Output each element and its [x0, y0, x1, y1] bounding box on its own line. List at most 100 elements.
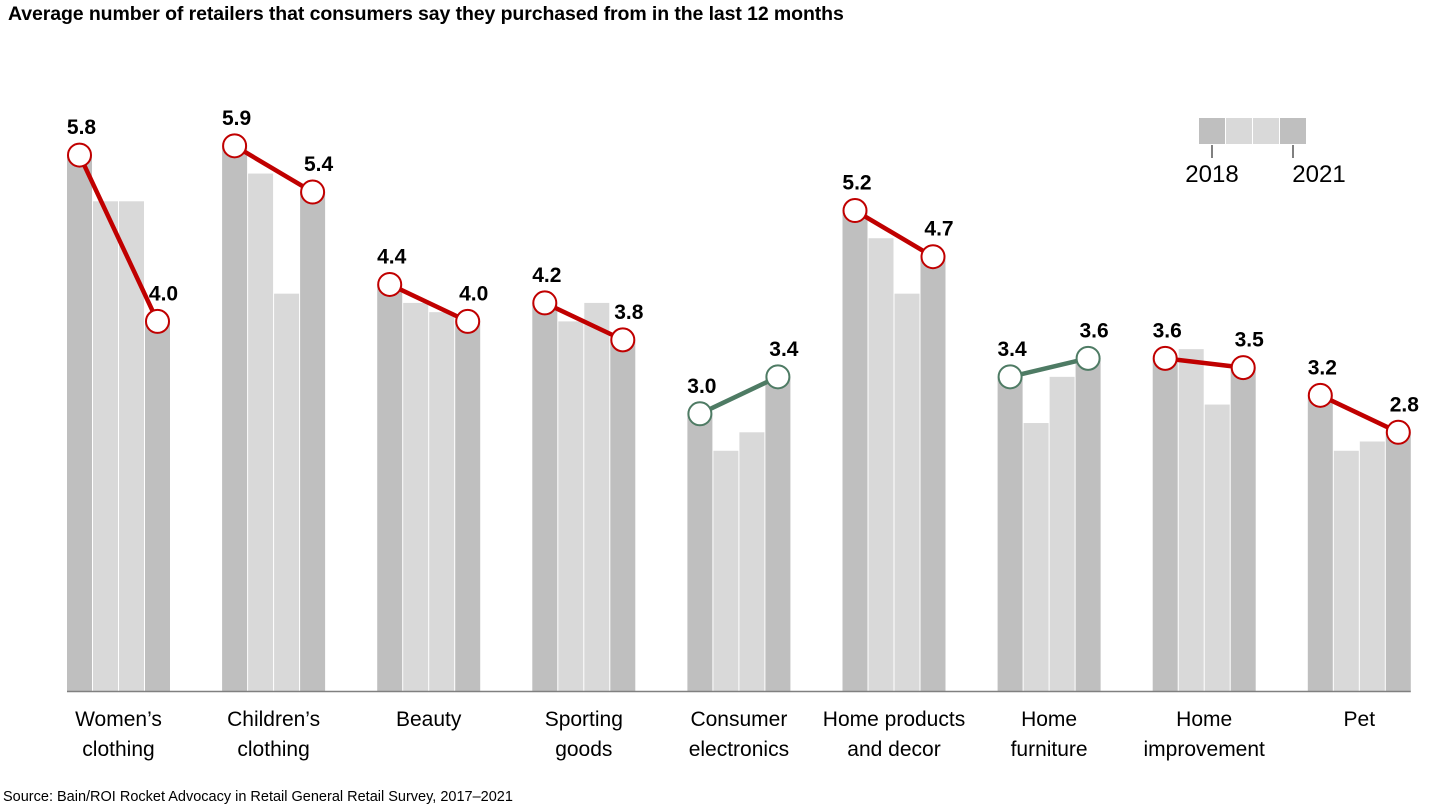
bar-2021 [920, 256, 946, 691]
data-label-end: 3.5 [1235, 329, 1265, 352]
marker-start [1152, 345, 1178, 371]
bar-2021 [1230, 367, 1256, 691]
legend-swatch [1199, 118, 1225, 144]
marker-start [687, 401, 713, 427]
marker-end [920, 244, 946, 270]
bar-2021 [1385, 432, 1411, 691]
trend-lines-layer [67, 133, 1411, 445]
bar-2018 [1152, 358, 1178, 691]
trend-line [853, 208, 935, 259]
trend-line [543, 300, 624, 342]
trend-line [233, 143, 314, 194]
data-label-end: 4.0 [459, 282, 488, 305]
x-tick-label: Consumer [690, 708, 787, 731]
data-label-start: 3.0 [687, 375, 716, 398]
x-tick-label: Children’s [227, 708, 320, 731]
bar-2020 [1204, 404, 1230, 691]
trend-line [1319, 393, 1400, 435]
data-label-start: 4.2 [532, 264, 561, 287]
marker-start [222, 133, 248, 159]
bar-2021 [455, 321, 481, 691]
data-label-end: 4.7 [924, 218, 953, 241]
trend-line [388, 282, 469, 324]
marker-end [765, 364, 791, 390]
bar-2021 [145, 321, 170, 691]
legend-label-start: 2018 [1185, 161, 1238, 188]
bar-2020 [1049, 376, 1075, 691]
bar-2020 [274, 293, 300, 691]
bar-2018 [842, 210, 868, 691]
legend-swatch [1226, 118, 1252, 144]
legend-swatch [1253, 118, 1279, 144]
trend-line [1009, 356, 1089, 380]
bar-2018 [687, 413, 713, 691]
bar-2019 [1333, 450, 1359, 691]
trend-line [698, 374, 779, 416]
x-tick-label: Home [1176, 708, 1232, 731]
x-tick-label: clothing [237, 738, 309, 761]
bar-2021 [1075, 358, 1101, 691]
x-tick-label: Beauty [396, 708, 462, 731]
data-label-start: 5.9 [222, 107, 251, 130]
labels-layer: 5.8 4.0 Women’s clothing 5.9 5.4 Children’s clo… [67, 107, 1419, 761]
x-tick-label: Home [1021, 708, 1077, 731]
source-note: Source: Bain/ROI Rocket Advocacy in Reta… [3, 789, 513, 805]
bar-2019 [1178, 349, 1204, 691]
bar-2020 [1359, 441, 1385, 691]
marker-start [842, 198, 868, 224]
marker-start [1307, 382, 1333, 408]
x-tick-label: electronics [689, 738, 789, 761]
bar-2019 [558, 321, 584, 691]
data-label-end: 5.4 [304, 153, 334, 176]
data-label-start: 4.4 [377, 245, 407, 268]
marker-start [997, 364, 1023, 390]
data-label-start: 3.6 [1153, 319, 1182, 342]
data-label-end: 3.8 [614, 301, 644, 324]
bar-2021 [610, 339, 636, 691]
x-tick-label: goods [555, 738, 612, 761]
marker-end [1385, 419, 1411, 445]
marker-end [1075, 345, 1101, 371]
data-label-start: 5.8 [67, 116, 97, 139]
bar-2018 [67, 155, 92, 691]
bar-2019 [248, 173, 274, 691]
bar-2020 [739, 432, 765, 691]
data-label-start: 5.2 [842, 172, 871, 195]
marker-end [1230, 355, 1256, 381]
x-tick-label: furniture [1011, 738, 1088, 761]
marker-end [300, 179, 326, 205]
data-label-end: 3.6 [1079, 319, 1108, 342]
data-label-end: 3.4 [769, 338, 799, 361]
bars-layer [67, 145, 1411, 692]
x-tick-label: Pet [1344, 708, 1376, 731]
marker-end [455, 308, 481, 334]
bar-2019 [868, 238, 894, 692]
trend-line [77, 154, 160, 323]
bar-2021 [300, 192, 326, 692]
chart-title: Average number of retailers that consume… [8, 3, 844, 25]
bar-2020 [119, 201, 144, 691]
bar-2019 [403, 302, 429, 691]
bar-2018 [532, 302, 558, 691]
bar-2019 [1023, 423, 1049, 691]
legend: 2018 2021 [1185, 118, 1346, 188]
data-label-end: 4.0 [149, 282, 178, 305]
x-tick-label: improvement [1144, 738, 1266, 761]
bar-2018 [1307, 395, 1333, 691]
x-tick-label: Home products [823, 708, 965, 731]
bar-2018 [222, 145, 248, 692]
x-tick-label: clothing [82, 738, 154, 761]
data-label-end: 2.8 [1390, 393, 1420, 416]
data-label-start: 3.2 [1308, 356, 1337, 379]
x-tick-label: Women’s [75, 708, 162, 731]
marker-end [610, 327, 636, 353]
trend-line [1164, 356, 1244, 370]
legend-label-end: 2021 [1292, 161, 1345, 188]
bar-2020 [429, 312, 455, 691]
marker-start [377, 271, 403, 297]
bar-2020 [584, 302, 610, 691]
bar-2018 [377, 284, 403, 691]
marker-start [532, 290, 558, 316]
x-tick-label: Sporting [545, 708, 623, 731]
bar-2018 [997, 376, 1023, 691]
